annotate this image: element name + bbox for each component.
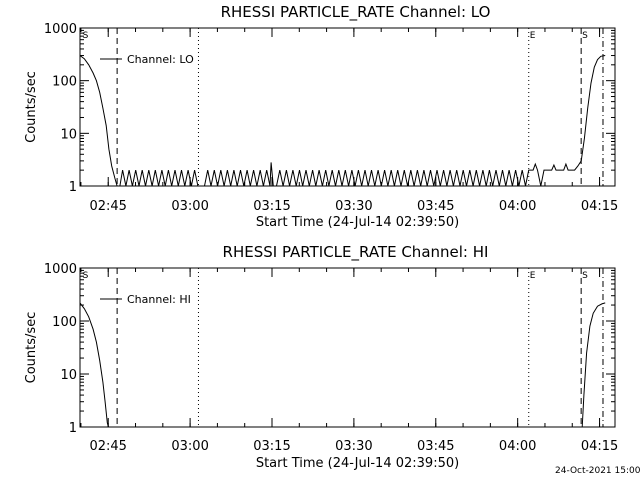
chart2-plot-frame	[79, 267, 616, 428]
chart1-x-tick-label: 03:15	[253, 199, 290, 214]
chart1-x-tick-label: 03:45	[417, 199, 454, 214]
chart1-y-axis-label: Counts/sec	[24, 71, 39, 143]
chart1-marker-label: S	[582, 31, 588, 41]
chart2-x-tick-label: 04:15	[581, 439, 618, 454]
chart2-x-tick-label: 03:15	[253, 439, 290, 454]
chart1-x-tick-label: 02:45	[89, 199, 126, 214]
chart1-y-tick-label: 1000	[44, 22, 77, 37]
chart2-y-tick-label: 100	[52, 315, 77, 330]
chart2-x-tick-label: 03:00	[171, 439, 208, 454]
chart1-x-tick-label: 04:00	[499, 199, 536, 214]
chart1-legend-label: Channel: LO	[127, 53, 194, 66]
chart1-x-axis-label: Start Time (24-Jul-14 02:39:50)	[256, 215, 459, 230]
chart1-series-line	[79, 55, 606, 187]
chart2-x-tick-label: 03:45	[417, 439, 454, 454]
chart1-y-tick-label: 10	[60, 127, 77, 142]
chart2-legend-label: Channel: HI	[127, 293, 191, 306]
chart2-marker-label: S	[582, 271, 588, 281]
chart2-series-line	[79, 302, 606, 428]
chart2-x-tick-label: 03:30	[335, 439, 372, 454]
chart2-y-tick-label: 10	[60, 368, 77, 383]
chart1-y-tick-label: 100	[52, 75, 77, 90]
chart2-x-tick-label: 04:00	[499, 439, 536, 454]
chart1-marker-label: E	[530, 31, 536, 41]
chart1-x-tick-label: 03:30	[335, 199, 372, 214]
chart1-title: RHESSI PARTICLE_RATE Channel: LO	[221, 3, 491, 22]
chart2-title: RHESSI PARTICLE_RATE Channel: HI	[223, 243, 489, 262]
chart2-marker-label: S	[83, 271, 89, 281]
chart1-marker-label: S	[83, 31, 89, 41]
chart2-y-tick-label: 1	[69, 421, 77, 436]
chart1-plot-frame	[79, 27, 616, 187]
chart1-x-tick-label: 04:15	[581, 199, 618, 214]
chart1-x-tick-label: 03:00	[171, 199, 208, 214]
footer-timestamp: 24-Oct-2021 15:00	[555, 466, 640, 476]
chart2-y-axis-label: Counts/sec	[24, 312, 39, 384]
chart2-y-tick-label: 1000	[44, 262, 77, 277]
chart2-marker-label: E	[530, 271, 536, 281]
chart2-x-axis-label: Start Time (24-Jul-14 02:39:50)	[256, 456, 459, 471]
chart1-y-tick-label: 1	[69, 180, 77, 195]
chart2-x-tick-label: 02:45	[89, 439, 126, 454]
